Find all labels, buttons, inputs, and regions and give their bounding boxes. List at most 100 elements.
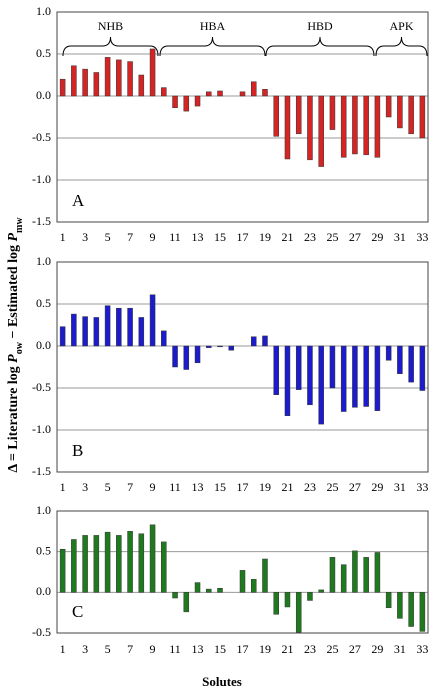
bar: [127, 61, 133, 97]
y-tick-label: -1.5: [32, 464, 51, 478]
bar: [93, 317, 100, 347]
x-tick-label: 7: [127, 642, 133, 656]
bar: [408, 345, 414, 383]
y-title-part: P: [6, 232, 21, 241]
bar: [284, 95, 291, 160]
x-tick-label: 31: [394, 230, 406, 244]
x-tick-label: 27: [349, 480, 361, 494]
x-tick-label: 9: [150, 480, 156, 494]
x-tick-label: 23: [304, 480, 316, 494]
bar: [194, 95, 201, 107]
y-tick-label: 0.5: [36, 46, 51, 60]
bar: [206, 345, 212, 348]
y-tick-label: -1.0: [32, 422, 51, 436]
bar: [295, 95, 302, 135]
group-brace: [159, 36, 266, 57]
y-tick-label: 0.5: [36, 296, 51, 310]
bar: [149, 294, 156, 347]
x-tick-label: 15: [214, 230, 226, 244]
bar: [250, 81, 257, 97]
bar: [239, 91, 246, 97]
bar: [363, 557, 369, 593]
x-tick-label: 21: [281, 642, 293, 656]
x-tick-label: 1: [60, 230, 66, 244]
bar: [217, 345, 223, 348]
y-tick-label: 1.0: [36, 503, 51, 517]
bar: [419, 592, 426, 632]
x-tick-label: 15: [214, 480, 226, 494]
bar: [71, 313, 77, 347]
bar: [273, 345, 279, 395]
bar: [340, 564, 347, 593]
bar: [59, 78, 66, 97]
y-tick-label: -0.5: [32, 130, 51, 144]
x-tick-label: 21: [281, 230, 293, 244]
x-tick-label: 21: [281, 480, 293, 494]
x-tick-label: 3: [82, 230, 88, 244]
bar: [183, 345, 190, 370]
x-tick-label: 11: [169, 230, 181, 244]
panel-label: C: [72, 602, 83, 621]
bar: [194, 345, 201, 364]
bar: [408, 95, 414, 135]
bar: [161, 87, 167, 97]
x-tick-label: 33: [416, 230, 428, 244]
bar: [307, 345, 313, 406]
bar: [250, 579, 257, 593]
bar: [340, 345, 347, 412]
panel-label: B: [72, 441, 83, 460]
group-brace: [375, 36, 428, 57]
bar: [82, 316, 88, 347]
bar: [397, 95, 403, 129]
bar: [82, 68, 88, 97]
x-tick-label: 1: [60, 642, 66, 656]
bar: [340, 95, 347, 158]
bar: [82, 535, 88, 593]
bar: [138, 533, 145, 593]
x-tick-label: 25: [326, 230, 338, 244]
bar: [352, 550, 358, 593]
x-tick-label: 9: [150, 230, 156, 244]
plot-frame: [56, 510, 429, 634]
bar: [138, 74, 145, 97]
group-label: HBD: [307, 19, 333, 33]
bar: [59, 548, 66, 593]
y-tick-label: 0.0: [36, 338, 51, 352]
bar: [329, 345, 336, 389]
bar: [71, 539, 77, 593]
bar: [385, 95, 392, 118]
bar: [374, 345, 381, 411]
plot-frame: [56, 261, 429, 473]
bar: [262, 335, 268, 347]
bar: [295, 345, 302, 390]
bar: [419, 95, 426, 139]
bar: [206, 588, 212, 593]
bar: [183, 95, 190, 112]
x-tick-label: 27: [349, 230, 361, 244]
bar: [284, 345, 291, 416]
x-tick-label: 1: [60, 480, 66, 494]
bar: [374, 95, 381, 158]
x-tick-label: 17: [237, 230, 249, 244]
x-tick-label: 13: [192, 642, 204, 656]
y-tick-label: 1.0: [36, 4, 51, 18]
bar: [374, 552, 381, 593]
bar: [239, 570, 246, 593]
bar: [104, 57, 111, 97]
x-tick-label: 27: [349, 642, 361, 656]
bar: [385, 592, 392, 609]
bar: [138, 317, 145, 347]
bar: [329, 557, 336, 593]
bar: [116, 307, 122, 347]
bar: [262, 558, 268, 593]
bar: [127, 307, 133, 347]
group-label: APK: [389, 19, 413, 33]
bar: [116, 59, 122, 97]
bar: [161, 541, 167, 593]
bar: [172, 592, 178, 599]
y-tick-label: -1.0: [32, 172, 51, 186]
x-tick-label: 7: [127, 480, 133, 494]
x-tick-label: 33: [416, 480, 428, 494]
x-tick-label: 19: [259, 642, 271, 656]
